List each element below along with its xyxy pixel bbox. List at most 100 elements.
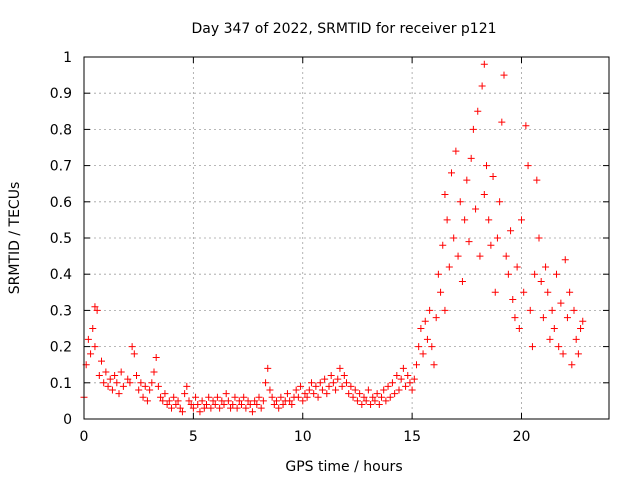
data-point xyxy=(205,393,213,401)
axis-ticks: 0 5 10 15 20 0 0.1 0.2 0.3 0.4 0.5 0.6 0.7 0.8 0.9 1 xyxy=(50,50,609,445)
y-tick-label: 0.5 xyxy=(50,231,72,247)
data-point xyxy=(264,364,272,372)
data-point xyxy=(430,361,438,369)
data-point xyxy=(135,386,143,394)
data-point xyxy=(452,147,460,155)
data-point xyxy=(117,368,125,376)
x-tick-label: 0 xyxy=(80,429,89,445)
data-point xyxy=(213,393,221,401)
data-point xyxy=(544,288,552,296)
x-tick-label: 10 xyxy=(294,429,312,445)
data-point xyxy=(456,198,464,206)
data-point xyxy=(312,382,320,390)
data-point xyxy=(150,368,158,376)
data-point xyxy=(305,386,313,394)
data-point xyxy=(496,198,504,206)
data-point xyxy=(531,270,539,278)
data-point xyxy=(163,401,171,409)
data-point xyxy=(402,382,410,390)
data-point xyxy=(528,343,536,351)
data-point xyxy=(314,393,322,401)
data-point xyxy=(500,71,508,79)
data-point xyxy=(423,335,431,343)
data-point xyxy=(408,386,416,394)
data-point xyxy=(91,303,99,311)
data-point xyxy=(382,397,390,405)
data-point xyxy=(338,382,346,390)
data-point xyxy=(246,401,254,409)
data-point xyxy=(84,335,92,343)
data-point xyxy=(345,390,353,398)
data-point xyxy=(415,343,423,351)
data-point xyxy=(476,252,484,260)
data-point xyxy=(113,379,121,387)
data-point xyxy=(332,386,340,394)
data-point xyxy=(207,404,215,412)
data-point xyxy=(491,288,499,296)
data-point xyxy=(270,401,278,409)
data-point xyxy=(487,241,495,249)
data-point xyxy=(441,191,449,199)
x-tick-label: 20 xyxy=(513,429,531,445)
data-point xyxy=(106,375,114,383)
data-point xyxy=(87,350,95,358)
data-point xyxy=(439,241,447,249)
data-point xyxy=(268,393,276,401)
data-point xyxy=(325,382,333,390)
data-point xyxy=(469,125,477,133)
y-tick-label: 1 xyxy=(63,50,72,66)
data-point xyxy=(434,270,442,278)
data-point xyxy=(574,350,582,358)
data-point xyxy=(384,382,392,390)
data-point xyxy=(227,404,235,412)
data-point xyxy=(513,263,521,271)
x-tick-label: 5 xyxy=(189,429,198,445)
data-point xyxy=(294,393,302,401)
data-point xyxy=(128,343,136,351)
data-point xyxy=(507,227,515,235)
data-point xyxy=(334,375,342,383)
data-point xyxy=(579,317,587,325)
data-point xyxy=(426,306,434,314)
data-point xyxy=(421,317,429,325)
data-point xyxy=(176,404,184,412)
data-point xyxy=(259,397,267,405)
data-point xyxy=(299,397,307,405)
data-point xyxy=(448,169,455,177)
data-point xyxy=(222,390,230,398)
y-tick-label: 0.4 xyxy=(50,267,72,283)
data-point xyxy=(146,386,154,394)
data-point xyxy=(458,277,466,285)
data-point xyxy=(367,401,375,409)
data-point xyxy=(108,386,116,394)
data-point xyxy=(95,372,103,380)
data-point xyxy=(170,393,178,401)
y-tick-label: 0.3 xyxy=(50,303,72,319)
data-point xyxy=(535,234,543,242)
data-point xyxy=(91,343,99,351)
data-point xyxy=(548,306,556,314)
data-point xyxy=(428,343,436,351)
data-point xyxy=(577,325,585,332)
data-point xyxy=(432,314,440,322)
data-point xyxy=(542,263,550,271)
data-point xyxy=(489,172,497,180)
data-point xyxy=(371,397,379,405)
data-point xyxy=(478,82,486,90)
data-point xyxy=(480,191,488,199)
data-point xyxy=(253,401,261,409)
data-point xyxy=(172,401,180,409)
data-point xyxy=(194,401,202,409)
x-tick-label: 15 xyxy=(403,429,421,445)
data-point xyxy=(511,314,519,322)
data-point xyxy=(152,353,160,361)
data-point xyxy=(373,390,381,398)
data-point xyxy=(524,162,532,170)
data-point xyxy=(386,393,394,401)
data-point xyxy=(98,357,105,365)
data-point xyxy=(216,404,224,412)
data-point xyxy=(537,277,545,285)
data-point xyxy=(133,372,140,380)
